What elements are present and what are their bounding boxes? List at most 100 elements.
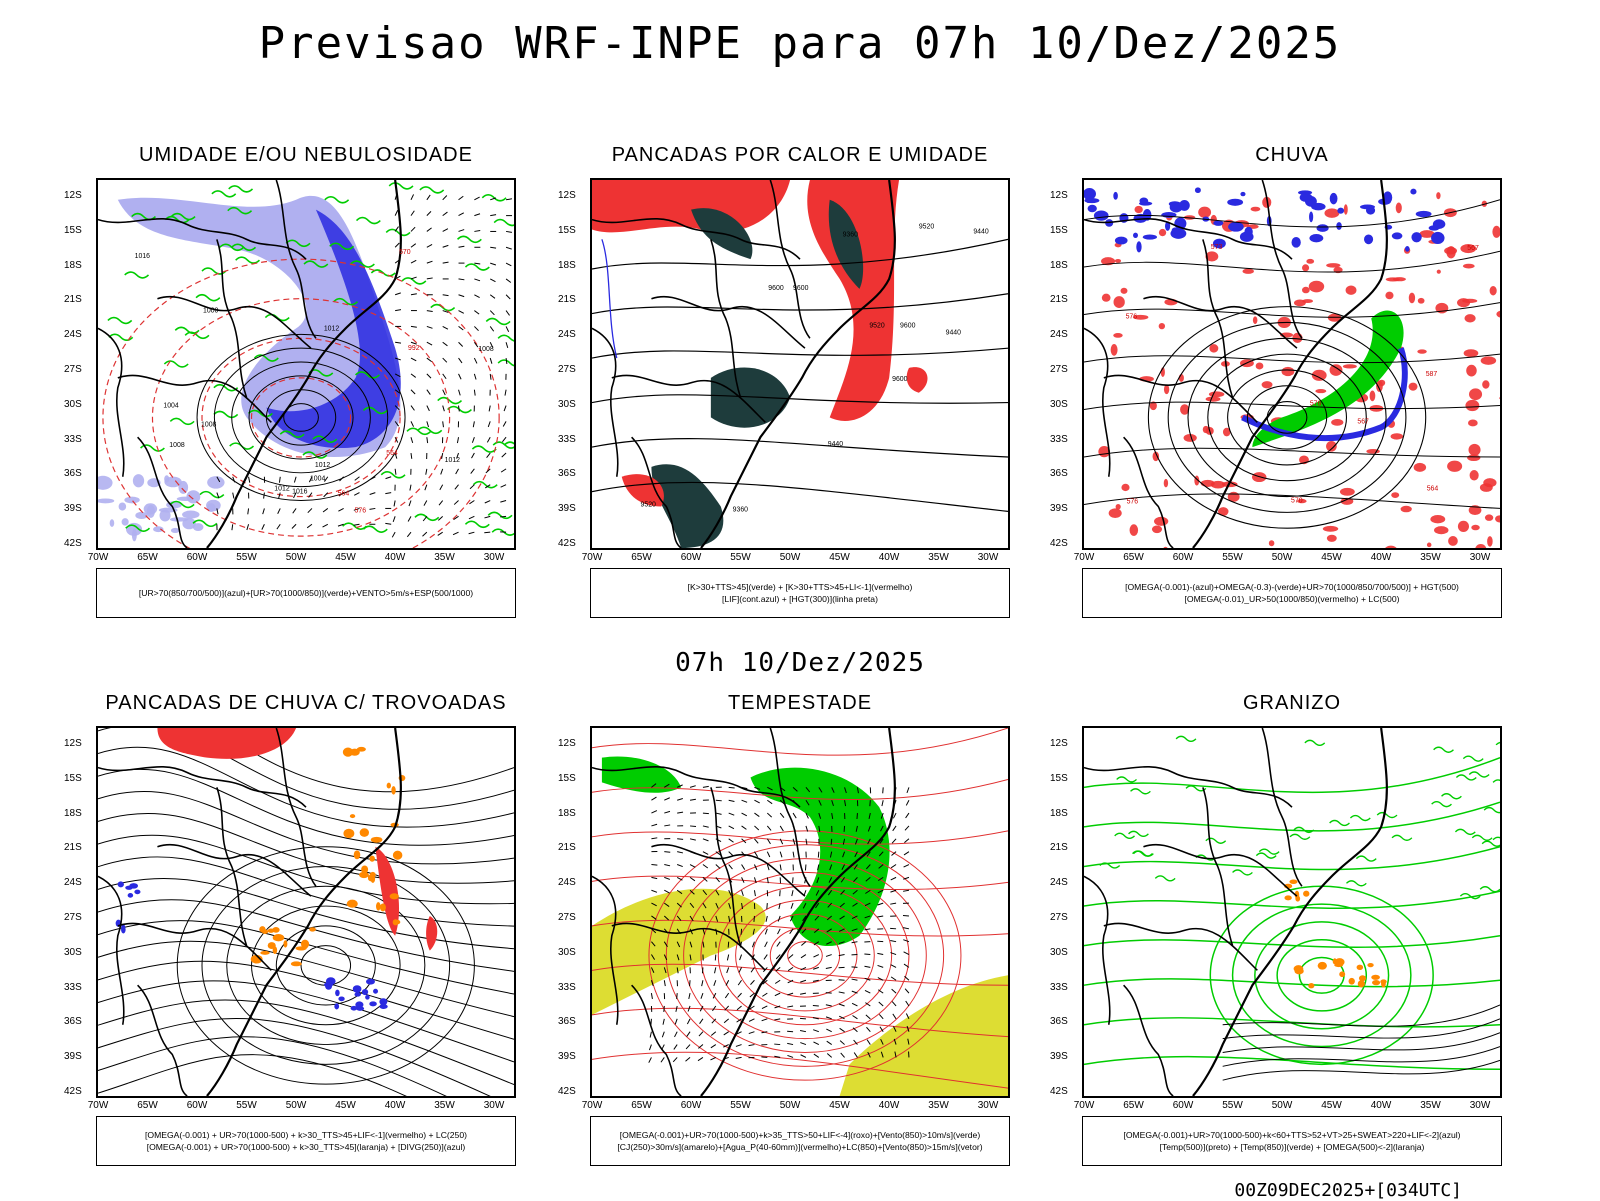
longitude-tick-label: 50W (286, 552, 307, 563)
contour-label: 1016 (292, 489, 308, 496)
contour-label: 576 (1126, 313, 1138, 320)
country-border (138, 985, 188, 1096)
longitude-tick-label: 55W (1222, 1100, 1243, 1111)
longitude-tick-label: 60W (187, 552, 208, 563)
country-border (651, 297, 805, 349)
latitude-tick-label: 42S (1050, 538, 1068, 549)
latitude-tick-label: 18S (1050, 260, 1068, 271)
country-border (632, 985, 682, 1096)
longitude-tick-label: 55W (236, 1100, 257, 1111)
contour-label: 564 (386, 450, 398, 457)
contour-label: 9360 (843, 231, 859, 238)
longitude-tick-label: 55W (730, 1100, 751, 1111)
latitude-tick-label: 30S (558, 947, 576, 958)
map-svg (98, 728, 514, 1096)
map-canvas (96, 726, 516, 1098)
longitude-tick-label: 40W (385, 1100, 406, 1111)
longitude-tick-label: 60W (187, 1100, 208, 1111)
contour-label: 564 (338, 491, 350, 498)
latitude-tick-label: 21S (64, 842, 82, 853)
contour-label: 9600 (768, 285, 784, 292)
latitude-tick-label: 36S (558, 468, 576, 479)
latitude-tick-label: 12S (64, 190, 82, 201)
longitude-tick-label: 35W (434, 552, 455, 563)
longitude-tick-label: 70W (582, 552, 603, 563)
longitude-tick-label: 50W (780, 1100, 801, 1111)
contour-label: 564 (1427, 486, 1439, 493)
panel-title: GRANIZO (1082, 692, 1502, 715)
panel-title: PANCADAS POR CALOR E UMIDADE (590, 144, 1010, 167)
country-border (1203, 787, 1233, 945)
latitude-tick-label: 18S (64, 260, 82, 271)
latitude-tick-label: 24S (1050, 329, 1068, 340)
longitude-tick-label: 35W (434, 1100, 455, 1111)
legend-line: [UR>70(850/700/500)](azul)+[UR>70(1000/8… (101, 587, 511, 599)
latitude-tick-label: 27S (558, 364, 576, 375)
contour-label: 576 (1310, 401, 1322, 408)
country-border (217, 787, 247, 945)
latitude-tick-label: 30S (64, 399, 82, 410)
latitude-tick-label: 24S (64, 329, 82, 340)
panel-title: TEMPESTADE (590, 692, 1010, 715)
country-border (1262, 728, 1302, 886)
legend-line: [OMEGA(-0.001)-(azul)+OMEGA(-0.3)-(verde… (1087, 581, 1497, 593)
longitude-tick-label: 40W (1371, 552, 1392, 563)
latitude-tick-label: 36S (558, 1016, 576, 1027)
longitude-tick-label: 45W (829, 1100, 850, 1111)
longitude-tick-label: 45W (335, 1100, 356, 1111)
longitude-tick-label: 65W (137, 1100, 158, 1111)
latitude-tick-label: 30S (64, 947, 82, 958)
country-border (1104, 375, 1258, 422)
country-border (98, 767, 306, 807)
longitude-tick-label: 35W (928, 1100, 949, 1111)
contour-label: 1016 (135, 253, 151, 260)
latitude-tick-label: 27S (558, 912, 576, 923)
contour-label: 1012 (274, 486, 290, 493)
country-border (118, 923, 272, 970)
latitude-tick-label: 33S (558, 434, 576, 445)
longitude-tick-label: 60W (681, 552, 702, 563)
latitude-tick-label: 30S (1050, 399, 1068, 410)
contour-label: 992 (408, 345, 420, 352)
legend-line: [OMEGA(-0.001) + UR>70(1000-500) + k>30_… (101, 1129, 511, 1141)
latitude-tick-label: 39S (558, 1051, 576, 1062)
longitude-tick-label: 65W (1123, 552, 1144, 563)
longitude-tick-label: 50W (1272, 552, 1293, 563)
run-time-footer: 00Z09DEC2025+[034UTC] (1234, 1180, 1462, 1201)
longitude-tick-label: 70W (88, 552, 109, 563)
latitude-tick-label: 18S (64, 808, 82, 819)
longitude-tick-label: 45W (335, 552, 356, 563)
longitude-tick-label: 40W (385, 552, 406, 563)
country-border (1124, 985, 1174, 1096)
contour-label: 567 (1357, 418, 1369, 425)
latitude-tick-label: 39S (558, 503, 576, 514)
latitude-tick-label: 30S (1050, 947, 1068, 958)
latitude-tick-label: 21S (1050, 294, 1068, 305)
legend-line: [CJ(250)>30m/s](amarelo)+[Agua_P(40-60mm… (595, 1141, 1005, 1153)
latitude-tick-label: 27S (64, 364, 82, 375)
map-svg (592, 728, 1008, 1096)
latitude-tick-label: 42S (558, 1086, 576, 1097)
longitude-tick-label: 45W (1321, 1100, 1342, 1111)
country-border (592, 328, 618, 476)
country-border (1143, 845, 1297, 897)
panel-legend: [OMEGA(-0.001) + UR>70(1000-500) + k>30_… (96, 1116, 516, 1166)
longitude-tick-label: 70W (1074, 552, 1095, 563)
latitude-tick-label: 24S (558, 329, 576, 340)
contour-label: 1012 (324, 325, 340, 332)
panel-legend: [OMEGA(-0.001)+UR>70(1000-500)+k<60+TTS>… (1082, 1116, 1502, 1166)
contour-label: 1000 (203, 308, 219, 315)
longitude-tick-label: 70W (1074, 1100, 1095, 1111)
valid-time-subtitle: 07h 10/Dez/2025 (0, 648, 1600, 678)
longitude-tick-label: 40W (1371, 1100, 1392, 1111)
latitude-tick-label: 21S (558, 294, 576, 305)
latitude-tick-label: 24S (558, 877, 576, 888)
latitude-tick-label: 21S (1050, 842, 1068, 853)
longitude-tick-label: 35W (1420, 1100, 1441, 1111)
latitude-tick-label: 33S (64, 434, 82, 445)
country-border (1084, 876, 1110, 1024)
latitude-tick-label: 12S (558, 738, 576, 749)
longitude-tick-label: 45W (829, 552, 850, 563)
